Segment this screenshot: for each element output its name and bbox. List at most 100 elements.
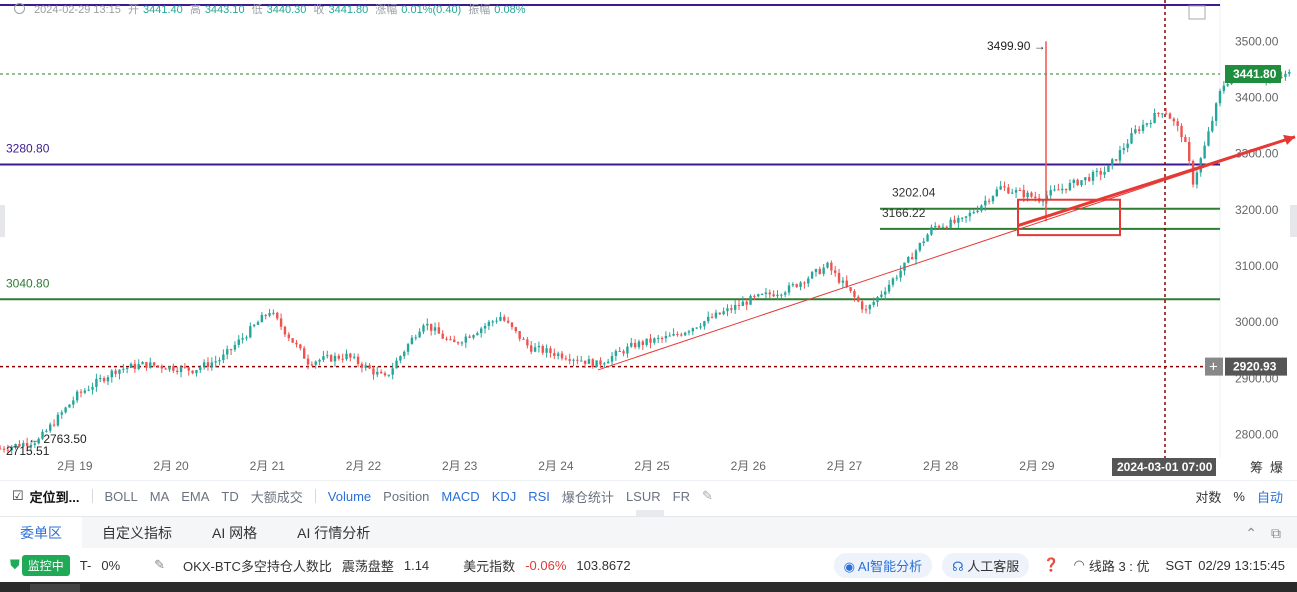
candle-body — [814, 269, 818, 273]
percent-toggle[interactable]: % — [1233, 488, 1245, 504]
locate-button[interactable]: 定位到... — [29, 489, 80, 505]
candle-body — [556, 353, 560, 356]
candle-body — [618, 350, 621, 352]
candle-body — [914, 250, 918, 260]
support-button[interactable]: ☊ 人工客服 — [942, 552, 1030, 578]
calendar-icon[interactable]: ☑ — [12, 488, 24, 503]
clock-time: 02/29 13:15:45 — [1198, 557, 1285, 573]
indicator-liquidation[interactable]: 爆仓统计 — [561, 489, 614, 505]
indicator-td[interactable]: TD — [221, 488, 239, 504]
indicator-volume[interactable]: Volume — [327, 488, 372, 504]
left-collapse-handle[interactable] — [0, 205, 5, 237]
log-scale-toggle[interactable]: 对数 — [1195, 489, 1222, 505]
candle-body — [1180, 125, 1183, 138]
chevron-up-icon[interactable]: ⌃ — [1245, 524, 1257, 541]
candle-body — [976, 210, 979, 213]
candle-body — [299, 344, 302, 349]
candle-body — [910, 257, 914, 260]
crosshair-time: 2024-03-01 07:00 — [1117, 460, 1213, 474]
indicator-lsur[interactable]: LSUR — [625, 488, 661, 504]
candle-body — [14, 443, 17, 447]
tab-custom-indicators[interactable]: 自定义指标 — [102, 525, 172, 541]
status-percent: 0% — [101, 557, 121, 573]
candle-body — [714, 312, 718, 318]
candle-body — [1195, 172, 1199, 185]
status-bar: ⛊ 监控中 T- 0% ✎ OKX-BTC多空持仓人数比 震荡盘整 1.14 美… — [0, 548, 1297, 582]
low-annotation: ← 2763.50 — [28, 432, 87, 446]
candle-body — [410, 337, 414, 345]
indicator-ema[interactable]: EMA — [181, 488, 210, 504]
candle-body — [56, 414, 60, 426]
edit-icon[interactable]: ✎ — [701, 488, 713, 503]
add-alert-button[interactable] — [1205, 357, 1223, 376]
candle-body — [518, 331, 521, 339]
layout-icon[interactable] — [1188, 5, 1206, 20]
candle-body — [226, 349, 229, 355]
ai-analysis-button[interactable]: ◉ AI智能分析 — [833, 552, 933, 578]
candle-body — [387, 374, 391, 376]
indicator-fr[interactable]: FR — [672, 488, 690, 504]
candle-body — [137, 364, 140, 369]
candle-body — [276, 312, 279, 319]
candle-body — [6, 449, 10, 451]
candle-body — [487, 321, 491, 326]
toolbar-divider — [91, 489, 93, 503]
price-tag-bg — [1225, 65, 1281, 84]
tab-orders[interactable]: 委单区 — [0, 517, 82, 549]
candle-body — [95, 378, 98, 387]
candle-body — [960, 217, 964, 219]
candle-body — [749, 295, 752, 305]
indicator-large-trades[interactable]: 大额成交 — [250, 489, 303, 505]
candle-body — [918, 243, 922, 251]
trendline-thin[interactable] — [597, 136, 1296, 371]
indicator-rsi[interactable]: RSI — [528, 488, 550, 504]
chart-canvas[interactable]: 3500.00 3400.00 3300.00 3200.00 3100.00 3000.… — [0, 0, 1297, 480]
clock-icon — [14, 3, 25, 14]
candle-body — [164, 368, 167, 370]
candle-body — [1076, 179, 1079, 186]
pencil-icon[interactable]: ✎ — [154, 557, 166, 572]
usd-change: -0.06% — [525, 557, 567, 573]
candle-body — [102, 378, 106, 382]
popout-icon[interactable]: ⧉ — [1271, 524, 1281, 541]
candle-body — [730, 308, 733, 310]
panel-resize-handle[interactable] — [636, 510, 664, 516]
candle-body — [414, 337, 417, 339]
trendline-bold[interactable] — [1017, 135, 1296, 227]
indicator-kdj[interactable]: KDJ — [491, 488, 517, 504]
x-tick-label: 2月 21 — [250, 459, 286, 473]
highlight-box[interactable] — [1017, 198, 1121, 237]
candle-body — [810, 272, 814, 279]
help-icon[interactable]: ❓ — [1043, 557, 1060, 572]
candle-body — [353, 356, 356, 358]
tab-ai-analysis[interactable]: AI 行情分析 — [297, 525, 371, 541]
candle-body — [949, 219, 952, 228]
x-tick-label: 2月 25 — [634, 459, 670, 473]
candle-body — [1099, 171, 1102, 175]
indicator-position[interactable]: Position — [383, 488, 430, 504]
tab-ai-grid[interactable]: AI 网格 — [212, 525, 258, 541]
candle-body — [857, 296, 860, 302]
candle-body — [726, 308, 729, 312]
time-axis[interactable] — [0, 458, 1220, 480]
taskbar-item[interactable] — [30, 584, 80, 592]
candle-body — [372, 368, 375, 375]
high-annotation: 3499.90 → — [987, 39, 1046, 53]
line-status[interactable]: 线路 3 : 优 — [1088, 558, 1150, 574]
indicator-boll[interactable]: BOLL — [104, 488, 138, 504]
candle-body — [1141, 124, 1145, 131]
candle-body — [576, 359, 579, 361]
auto-scale-toggle[interactable]: 自动 — [1256, 489, 1283, 505]
candle-body — [818, 269, 822, 274]
candle-body — [222, 354, 225, 361]
candle-body — [1284, 73, 1287, 77]
price-chart[interactable]: 3500.00 3400.00 3300.00 3200.00 3100.00 3000.… — [0, 0, 1297, 480]
candle-body — [341, 358, 344, 360]
support-label-2: 3166.22 — [882, 206, 926, 220]
indicator-ma[interactable]: MA — [149, 488, 170, 504]
indicator-macd[interactable]: MACD — [441, 488, 480, 504]
right-collapse-handle[interactable] — [1290, 205, 1297, 237]
monitor-badge[interactable]: 监控中 — [21, 554, 70, 576]
candle-body — [199, 367, 202, 370]
candle-body — [753, 295, 756, 297]
